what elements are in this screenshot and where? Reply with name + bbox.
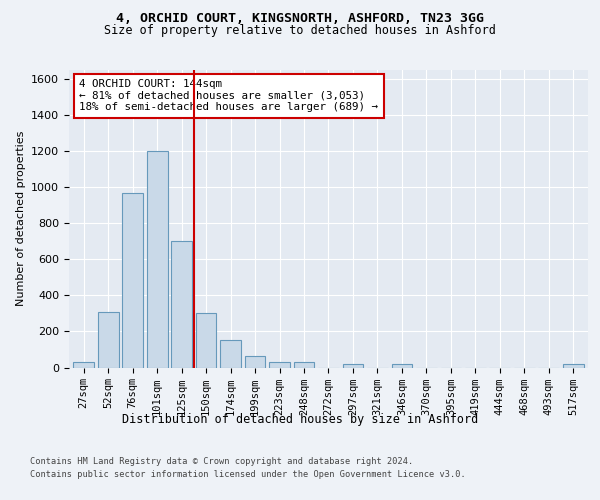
Y-axis label: Number of detached properties: Number of detached properties <box>16 131 26 306</box>
Bar <box>73 362 94 368</box>
Bar <box>171 242 192 368</box>
Text: 4, ORCHID COURT, KINGSNORTH, ASHFORD, TN23 3GG: 4, ORCHID COURT, KINGSNORTH, ASHFORD, TN… <box>116 12 484 26</box>
Bar <box>343 364 364 368</box>
Bar <box>147 151 167 368</box>
Text: Contains public sector information licensed under the Open Government Licence v3: Contains public sector information licen… <box>30 470 466 479</box>
Bar <box>98 312 119 368</box>
Text: Distribution of detached houses by size in Ashford: Distribution of detached houses by size … <box>122 412 478 426</box>
Text: 4 ORCHID COURT: 144sqm
← 81% of detached houses are smaller (3,053)
18% of semi-: 4 ORCHID COURT: 144sqm ← 81% of detached… <box>79 79 379 112</box>
Bar <box>392 364 412 368</box>
Bar <box>563 364 584 368</box>
Bar <box>293 362 314 368</box>
Bar <box>196 314 217 368</box>
Text: Size of property relative to detached houses in Ashford: Size of property relative to detached ho… <box>104 24 496 37</box>
Bar <box>269 362 290 368</box>
Bar <box>220 340 241 367</box>
Text: Contains HM Land Registry data © Crown copyright and database right 2024.: Contains HM Land Registry data © Crown c… <box>30 458 413 466</box>
Bar <box>122 192 143 368</box>
Bar <box>245 356 265 368</box>
